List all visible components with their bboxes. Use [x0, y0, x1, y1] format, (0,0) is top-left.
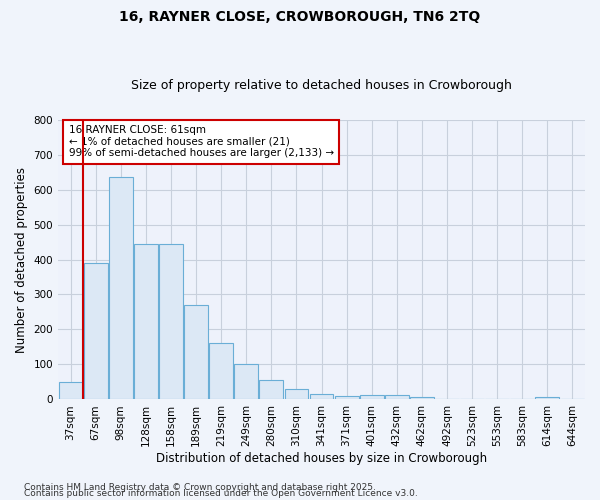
Bar	[385, 395, 409, 400]
Text: 16, RAYNER CLOSE, CROWBOROUGH, TN6 2TQ: 16, RAYNER CLOSE, CROWBOROUGH, TN6 2TQ	[119, 10, 481, 24]
Bar	[209, 344, 233, 400]
Text: Contains public sector information licensed under the Open Government Licence v3: Contains public sector information licen…	[24, 490, 418, 498]
Bar	[535, 397, 559, 400]
Bar	[410, 397, 434, 400]
Bar	[235, 364, 258, 400]
Bar	[159, 244, 183, 400]
Bar	[284, 389, 308, 400]
Bar	[259, 380, 283, 400]
Bar	[109, 178, 133, 400]
Bar	[360, 395, 383, 400]
Bar	[310, 394, 334, 400]
Bar	[335, 396, 359, 400]
Bar	[59, 382, 83, 400]
Text: Contains HM Land Registry data © Crown copyright and database right 2025.: Contains HM Land Registry data © Crown c…	[24, 484, 376, 492]
Title: Size of property relative to detached houses in Crowborough: Size of property relative to detached ho…	[131, 79, 512, 92]
Bar	[84, 263, 107, 400]
Bar	[184, 305, 208, 400]
X-axis label: Distribution of detached houses by size in Crowborough: Distribution of detached houses by size …	[156, 452, 487, 465]
Bar	[134, 244, 158, 400]
Text: 16 RAYNER CLOSE: 61sqm
← 1% of detached houses are smaller (21)
99% of semi-deta: 16 RAYNER CLOSE: 61sqm ← 1% of detached …	[68, 125, 334, 158]
Y-axis label: Number of detached properties: Number of detached properties	[15, 166, 28, 352]
